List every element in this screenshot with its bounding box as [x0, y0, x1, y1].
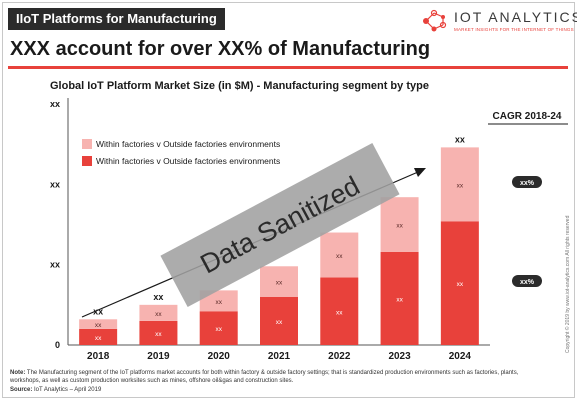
y-tick-label: xx [50, 179, 60, 189]
bar-segment-label: xx [336, 253, 343, 260]
x-tick-label: 2023 [388, 351, 411, 362]
page-headline: XXX account for over XX% of Manufacturin… [10, 38, 431, 60]
note-label: Note: [10, 370, 26, 376]
cagr-title: CAGR 2018-24 [493, 111, 562, 122]
bar-segment-label: xx [457, 182, 464, 189]
y-tick-label: xx [50, 99, 60, 109]
logo-mark-icon [423, 9, 447, 32]
y-tick-label: 0 [55, 340, 60, 350]
bar-segment-label: xx [396, 296, 403, 303]
brand-logo: IOT ANALYTICS MARKET INSIGHTS FOR THE IN… [420, 6, 577, 36]
copyright-side-text: Copyright © 2019 by www.iot-analytics.co… [565, 215, 571, 353]
bar-segment [440, 147, 479, 222]
chart-note: Note: The Manufacturing segment of the I… [10, 369, 550, 385]
bar-total-label: xx [153, 292, 163, 302]
x-tick-label: 2022 [328, 351, 351, 362]
cagr-pill [512, 176, 542, 188]
bar-segment-label: xx [457, 281, 464, 288]
bar-segment [380, 251, 419, 345]
bar-total-label: xx [455, 134, 465, 144]
accent-divider [8, 66, 568, 69]
bar-segment [440, 221, 479, 345]
chart-title: Global IoT Platform Market Size (in $M) … [50, 80, 429, 92]
trend-arrow-head-icon [414, 168, 426, 177]
logo-tagline: MARKET INSIGHTS FOR THE INTERNET OF THIN… [454, 27, 574, 32]
bar-segment [139, 304, 178, 321]
legend-swatch [82, 156, 92, 166]
bar-segment-label: xx [215, 299, 222, 306]
bar-segment-label: xx [396, 223, 403, 230]
bar-segment-label: xx [276, 280, 283, 287]
x-tick-label: 2019 [147, 351, 170, 362]
bar-segment-label: xx [215, 326, 222, 333]
bar-segment-label: xx [336, 309, 343, 316]
y-tick-label: xx [50, 260, 60, 270]
bar-segment [79, 319, 118, 329]
bar-segment-label: xx [155, 331, 162, 338]
legend-label: Within factories v Outside factories env… [96, 139, 280, 149]
legend-label: Within factories v Outside factories env… [96, 156, 280, 166]
bar-total-label: xx [93, 306, 103, 316]
x-tick-label: 2020 [208, 351, 231, 362]
legend-swatch [82, 139, 92, 149]
cagr-value: xx% [520, 279, 535, 286]
section-badge: IIoT Platforms for Manufacturing [8, 8, 225, 30]
bar-segment-label: xx [95, 335, 102, 342]
bar-segment-label: xx [155, 311, 162, 318]
bar-segment [139, 320, 178, 345]
bar-segment [320, 277, 359, 345]
cagr-value: xx% [520, 180, 535, 187]
chart-source: Source: IoT Analytics – April 2019 [10, 387, 101, 393]
bar-segment [380, 197, 419, 252]
bar-segment [320, 232, 359, 278]
bar-segment [199, 290, 238, 312]
bar-segment [199, 311, 238, 345]
x-tick-label: 2018 [87, 351, 110, 362]
bar-segment [260, 296, 298, 345]
source-label: Source: [10, 387, 33, 393]
bar-segment [79, 328, 118, 345]
source-text: IoT Analytics – April 2019 [34, 387, 102, 393]
logo-name: IOT ANALYTICS [454, 9, 577, 25]
cagr-pill [512, 275, 542, 287]
bar-segment [260, 266, 298, 297]
x-tick-label: 2021 [268, 351, 291, 362]
note-text: The Manufacturing segment of the IoT pla… [10, 370, 519, 384]
x-tick-label: 2024 [449, 351, 472, 362]
bar-segment-label: xx [276, 319, 283, 326]
bar-segment-label: xx [95, 322, 102, 329]
